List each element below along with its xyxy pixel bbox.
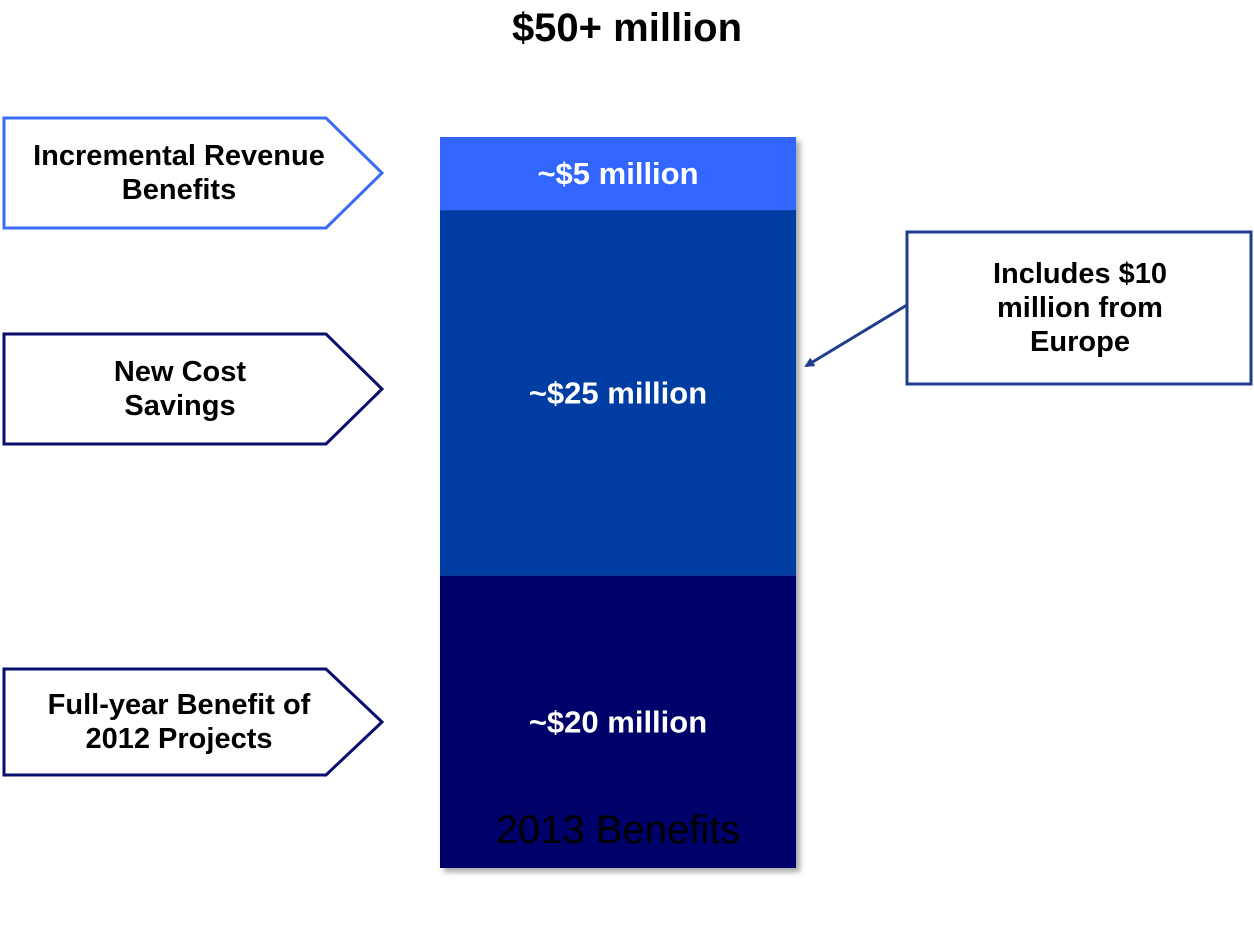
bar-value-label-0: ~$20 million bbox=[529, 704, 707, 739]
bar-segment-0 bbox=[440, 575, 796, 868]
callout-new-cost-shape bbox=[2, 332, 385, 446]
annotation-arrow bbox=[804, 303, 908, 368]
bar-value-label-2: ~$5 million bbox=[537, 156, 698, 191]
annotation-box bbox=[905, 230, 1253, 386]
callout-incremental-shape bbox=[2, 116, 385, 230]
bar-segment-2 bbox=[440, 137, 796, 211]
x-axis-label: 2013 Benefits bbox=[495, 808, 741, 852]
bar-segment-1 bbox=[440, 210, 796, 576]
bar-stack bbox=[440, 137, 796, 868]
bar-value-labels: ~$20 million ~$25 million ~$5 million bbox=[529, 156, 707, 739]
callout-full-year-label: Full-year Benefit of 2012 Projects bbox=[47, 689, 311, 755]
callout-full-year-shape bbox=[2, 667, 385, 777]
annotation-text: Includes $10 million from Europe bbox=[992, 258, 1168, 358]
bar-value-label-1: ~$25 million bbox=[529, 375, 707, 410]
callout-new-cost-label: New Cost Savings bbox=[113, 356, 247, 422]
chart-title: $50+ million bbox=[511, 6, 743, 50]
callout-incremental-label: Incremental Revenue Benefits bbox=[33, 140, 325, 206]
